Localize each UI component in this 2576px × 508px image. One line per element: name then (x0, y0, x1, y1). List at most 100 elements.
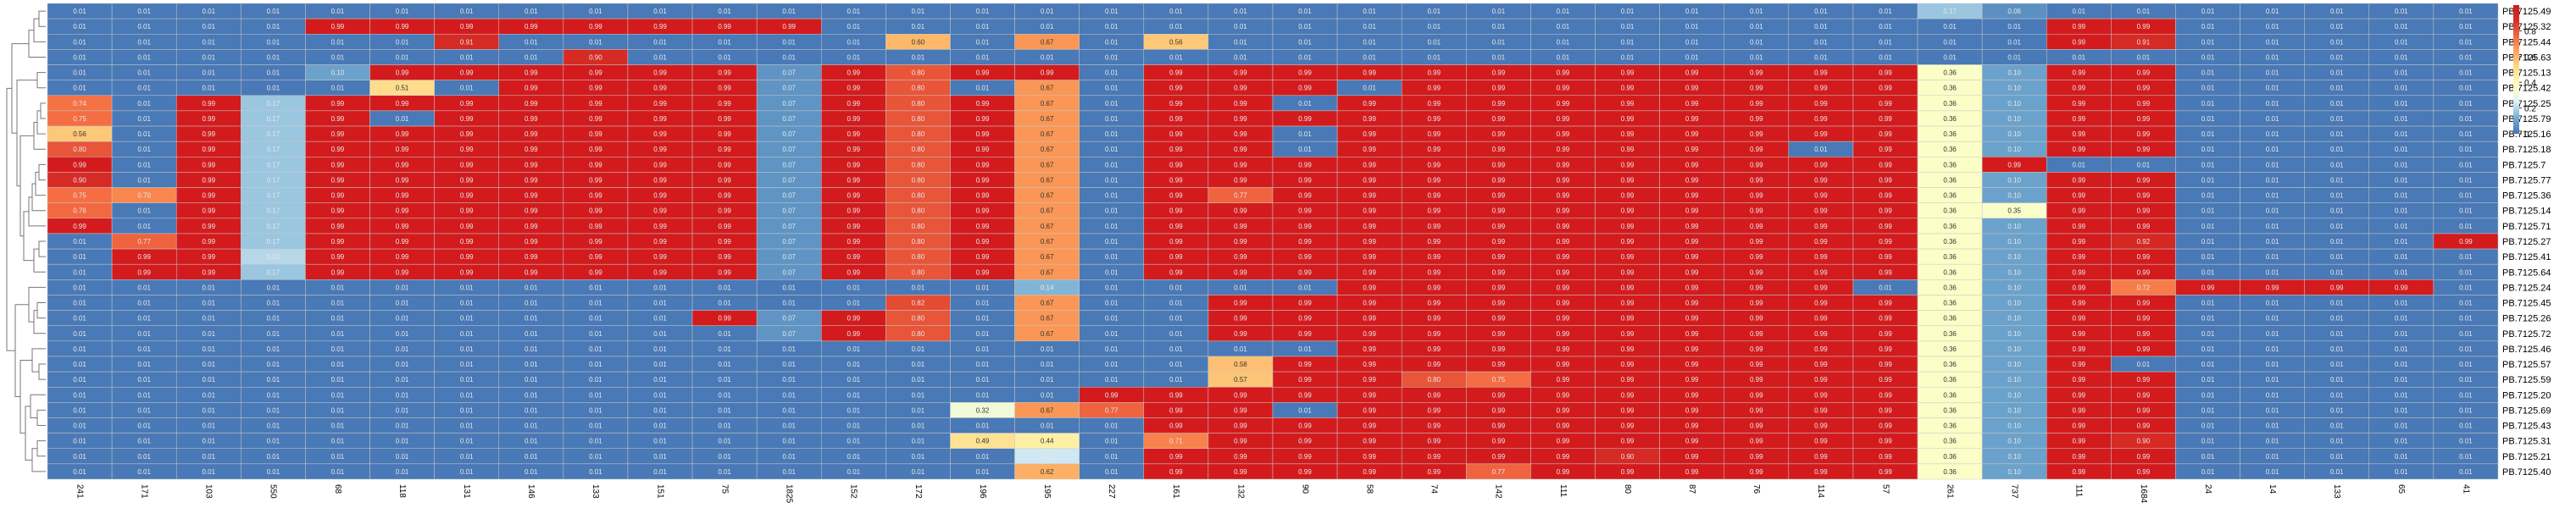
cell-value-label: 0.01 (73, 422, 86, 430)
cell-value-label: 0.06 (2007, 8, 2021, 15)
cell-value-label: 0.01 (1105, 315, 1119, 323)
cell-value-label: 0.99 (1814, 223, 1828, 230)
cell-value-label: 0.67 (1041, 100, 1054, 108)
cell-value-label: 0.01 (2073, 161, 2086, 168)
cell-value-label: 0.99 (1879, 315, 1892, 323)
cell-value-label: 0.99 (1492, 192, 1506, 200)
cell-value-label: 0.99 (1750, 406, 1763, 414)
cell-value-label: 0.99 (1234, 176, 1247, 184)
dendrogram-link (33, 18, 46, 42)
cell-value-label: 0.01 (1041, 422, 1054, 430)
cell-value-label: 0.71 (1169, 438, 1183, 445)
row-label: PB.7125.14 (2502, 207, 2551, 217)
cell-value-label: 0.36 (1943, 146, 1957, 153)
cell-value-label: 0.67 (1041, 38, 1054, 46)
cell-value-label: 0.01 (912, 284, 925, 291)
cell-value-label: 0.01 (2395, 453, 2408, 461)
cell-value-label: 0.99 (202, 238, 215, 246)
cell-value-label: 0.99 (1750, 192, 1763, 200)
cell-value-label: 0.99 (2137, 253, 2151, 261)
cell-value-label: 0.99 (202, 146, 215, 153)
cell-value-label: 0.01 (2395, 176, 2408, 184)
cell-value-label: 0.01 (2266, 253, 2279, 261)
cell-value-label: 0.67 (1041, 300, 1054, 307)
cell-value-label: 0.36 (1943, 69, 1957, 77)
column-label: 14 (2268, 484, 2277, 494)
row-labels: PB.7125.49PB.7125.32PB.7125.44PB.7125.63… (2502, 7, 2551, 478)
cell-value-label: 0.01 (847, 345, 861, 353)
cell-value-label: 0.01 (2201, 468, 2215, 476)
cell-value-label: 0.99 (2137, 330, 2151, 338)
cell-value-label: 0.99 (1492, 146, 1506, 153)
cell-value-label: 0.99 (976, 69, 990, 77)
cell-value-label: 0.01 (460, 422, 474, 430)
cell-value-label: 0.01 (589, 315, 602, 323)
cell-value-label: 0.01 (2330, 130, 2344, 138)
cell-value-label: 0.67 (1041, 85, 1054, 92)
cell-value-label: 0.99 (653, 161, 667, 168)
cell-value-label: 0.99 (1234, 268, 1247, 276)
cell-value-label: 0.10 (2007, 376, 2021, 384)
column-label: 57 (1880, 484, 1890, 494)
cell-value-label: 0.01 (137, 100, 151, 108)
cell-value-label: 0.99 (2073, 468, 2086, 476)
cell-value-label: 0.07 (782, 315, 796, 323)
row-label: PB.7125.64 (2502, 268, 2551, 278)
cell-value-label: 0.17 (267, 130, 280, 138)
column-label: 80 (1623, 484, 1632, 494)
cell-value-label: 0.01 (2395, 438, 2408, 445)
cell-value-label: 0.01 (1427, 53, 1441, 61)
cell-value-label: 0.99 (1685, 284, 1699, 291)
cell-value-label: 0.01 (589, 38, 602, 46)
cell-value-label: 0.01 (653, 438, 667, 445)
cell-value-label: 0.01 (589, 330, 602, 338)
cell-value-label: 0.01 (137, 38, 151, 46)
cell-value-label: 0.99 (718, 146, 731, 153)
cell-value-label: 0.99 (1879, 115, 1892, 123)
colorbar-tick-label: 0.8 (2524, 27, 2536, 36)
cell-value-label: 0.36 (1943, 345, 1957, 353)
cell-value-label: 0.01 (1427, 38, 1441, 46)
cell-value-label: 0.99 (2073, 315, 2086, 323)
cell-value-label: 0.01 (2266, 406, 2279, 414)
cell-value-label: 0.01 (2201, 130, 2215, 138)
cell-value-label: 0.01 (1041, 376, 1054, 384)
cell-value-label: 0.17 (267, 207, 280, 215)
cell-value-label: 0.01 (1234, 8, 1247, 15)
cell-value-label: 0.99 (1169, 238, 1183, 246)
cell-value-label: 0.01 (2459, 8, 2473, 15)
cell-value-label: 0.99 (1814, 130, 1828, 138)
cell-value-label: 0.01 (2201, 100, 2215, 108)
cell-value-label: 0.99 (589, 85, 602, 92)
cell-value-label: 0.99 (589, 130, 602, 138)
cell-value-label: 0.99 (2073, 284, 2086, 291)
cell-value-label: 0.01 (460, 406, 474, 414)
cell-value-label: 0.01 (2459, 53, 2473, 61)
cell-value-label: 0.99 (202, 207, 215, 215)
cell-value-label: 0.01 (396, 330, 409, 338)
cell-value-label: 0.01 (202, 345, 215, 353)
cell-value-label: 0.01 (2266, 146, 2279, 153)
cell-value-label: 0.01 (267, 438, 280, 445)
column-label: 1825 (785, 484, 794, 504)
cell-value-label: 0.99 (1750, 315, 1763, 323)
cell-value-label: 0.36 (1943, 85, 1957, 92)
cell-value-label: 0.99 (1105, 391, 1119, 399)
cell-value-label: 0.99 (1492, 422, 1506, 430)
cell-value-label: 0.62 (1041, 468, 1054, 476)
cell-value-label: 0.01 (1492, 23, 1506, 30)
cell-value-label: 0.01 (653, 38, 667, 46)
cell-value-label: 0.01 (2459, 438, 2473, 445)
cell-value-label: 0.01 (1814, 8, 1828, 15)
cell-value-label: 0.99 (1814, 422, 1828, 430)
cell-value-label: 0.01 (2459, 361, 2473, 368)
dendrogram-link (36, 440, 46, 457)
cell-value-label: 0.99 (1363, 422, 1376, 430)
cell-value-label: 0.67 (1041, 192, 1054, 200)
cell-value-label: 0.99 (1557, 300, 1570, 307)
cell-value-label: 0.99 (1879, 176, 1892, 184)
cell-value-label: 0.99 (1234, 438, 1247, 445)
dendrogram-link (33, 122, 46, 150)
cell-value-label: 0.01 (1363, 85, 1376, 92)
